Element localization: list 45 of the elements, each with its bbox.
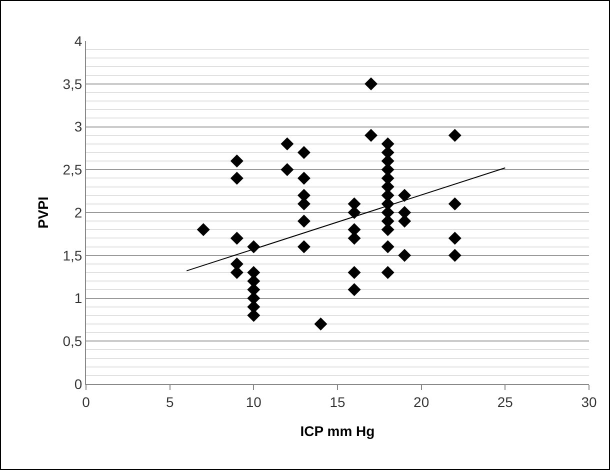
point — [448, 232, 462, 245]
point — [297, 240, 310, 254]
x-tick-label: 15 — [330, 394, 346, 410]
point — [196, 223, 210, 236]
point — [280, 163, 294, 176]
y-tick-label: 1,5 — [62, 247, 82, 264]
point — [230, 154, 244, 168]
y-axis-title: PVPI — [35, 196, 51, 228]
point — [381, 223, 394, 236]
point — [448, 248, 462, 262]
point — [348, 266, 361, 280]
x-tick-label: 5 — [166, 394, 174, 410]
point — [364, 77, 378, 90]
x-tick-label: 20 — [414, 394, 430, 410]
x-tick-label: 25 — [497, 394, 514, 410]
point — [448, 197, 462, 210]
y-tick-label: 1 — [74, 290, 82, 306]
point — [230, 172, 244, 185]
point — [297, 214, 310, 228]
point — [348, 283, 361, 296]
x-tick-label: 10 — [246, 394, 262, 410]
point — [348, 232, 361, 245]
y-tick-label: 3 — [74, 118, 82, 135]
point — [398, 188, 412, 202]
point — [348, 206, 361, 219]
y-tick-label: 3,5 — [62, 76, 82, 92]
y-tick-label: 4 — [74, 32, 82, 49]
point — [381, 240, 394, 254]
point — [314, 317, 328, 330]
y-tick-label: 2,5 — [62, 162, 82, 178]
y-tick-label: 2 — [74, 204, 82, 220]
point — [280, 137, 294, 150]
x-axis-title: ICP mm Hg — [300, 423, 375, 439]
point — [297, 146, 310, 159]
x-tick-label: 30 — [581, 394, 597, 410]
y-tick-label: 0,5 — [62, 333, 82, 350]
point — [398, 214, 412, 228]
y-tick-label: 0 — [74, 376, 82, 392]
point — [364, 128, 378, 142]
point — [230, 232, 244, 245]
point — [381, 266, 394, 280]
point — [448, 128, 462, 142]
point — [297, 172, 310, 185]
point — [230, 266, 244, 280]
point — [398, 248, 412, 262]
